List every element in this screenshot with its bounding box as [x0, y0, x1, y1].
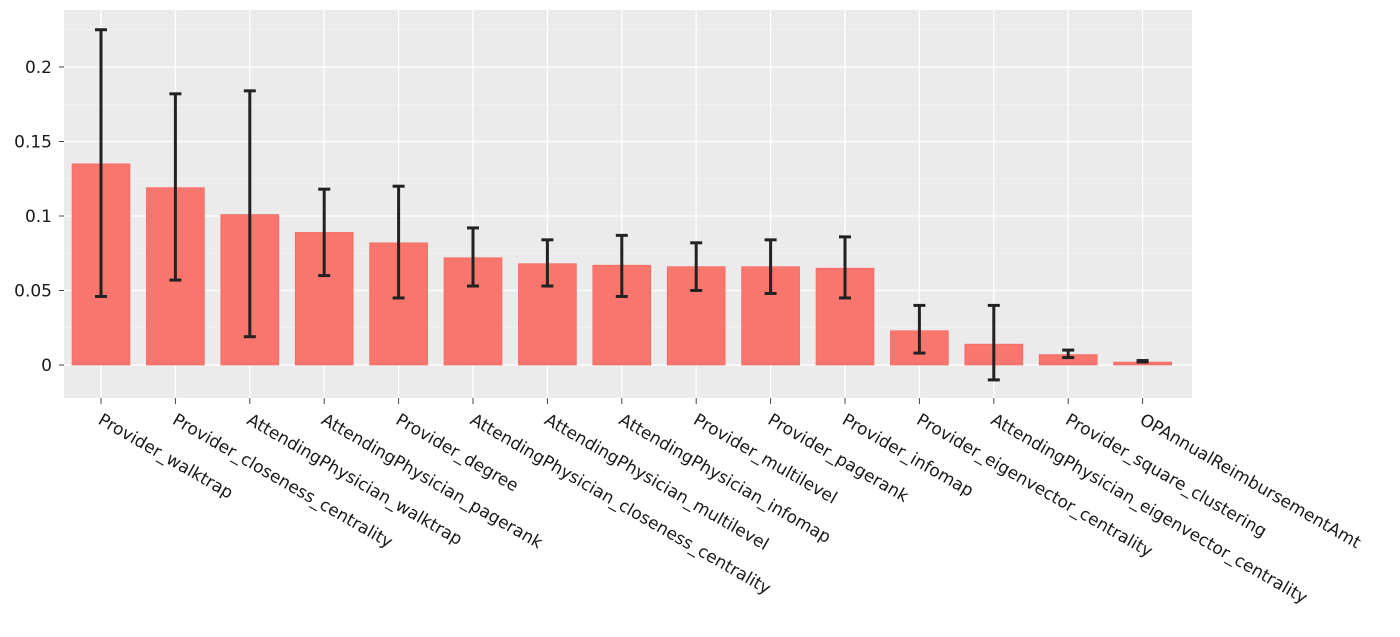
y-tick-label: 0 [41, 356, 52, 376]
y-tick-label: 0.15 [14, 133, 52, 153]
y-tick-label: 0.05 [14, 282, 52, 302]
y-axis: 0 0.05 0.1 0.15 0.2 [14, 58, 64, 376]
x-tick-label: AttendingPhysician_eigenvector_centralit… [987, 410, 1310, 608]
x-axis: Provider_walktrapProvider_closeness_cent… [95, 398, 1364, 608]
y-tick-label: 0.1 [25, 207, 52, 227]
y-tick-label: 0.2 [25, 58, 52, 78]
x-tick-label: Provider_degree [392, 410, 522, 496]
error-bars [95, 28, 1149, 382]
x-tick-label: Provider_walktrap [95, 410, 237, 503]
